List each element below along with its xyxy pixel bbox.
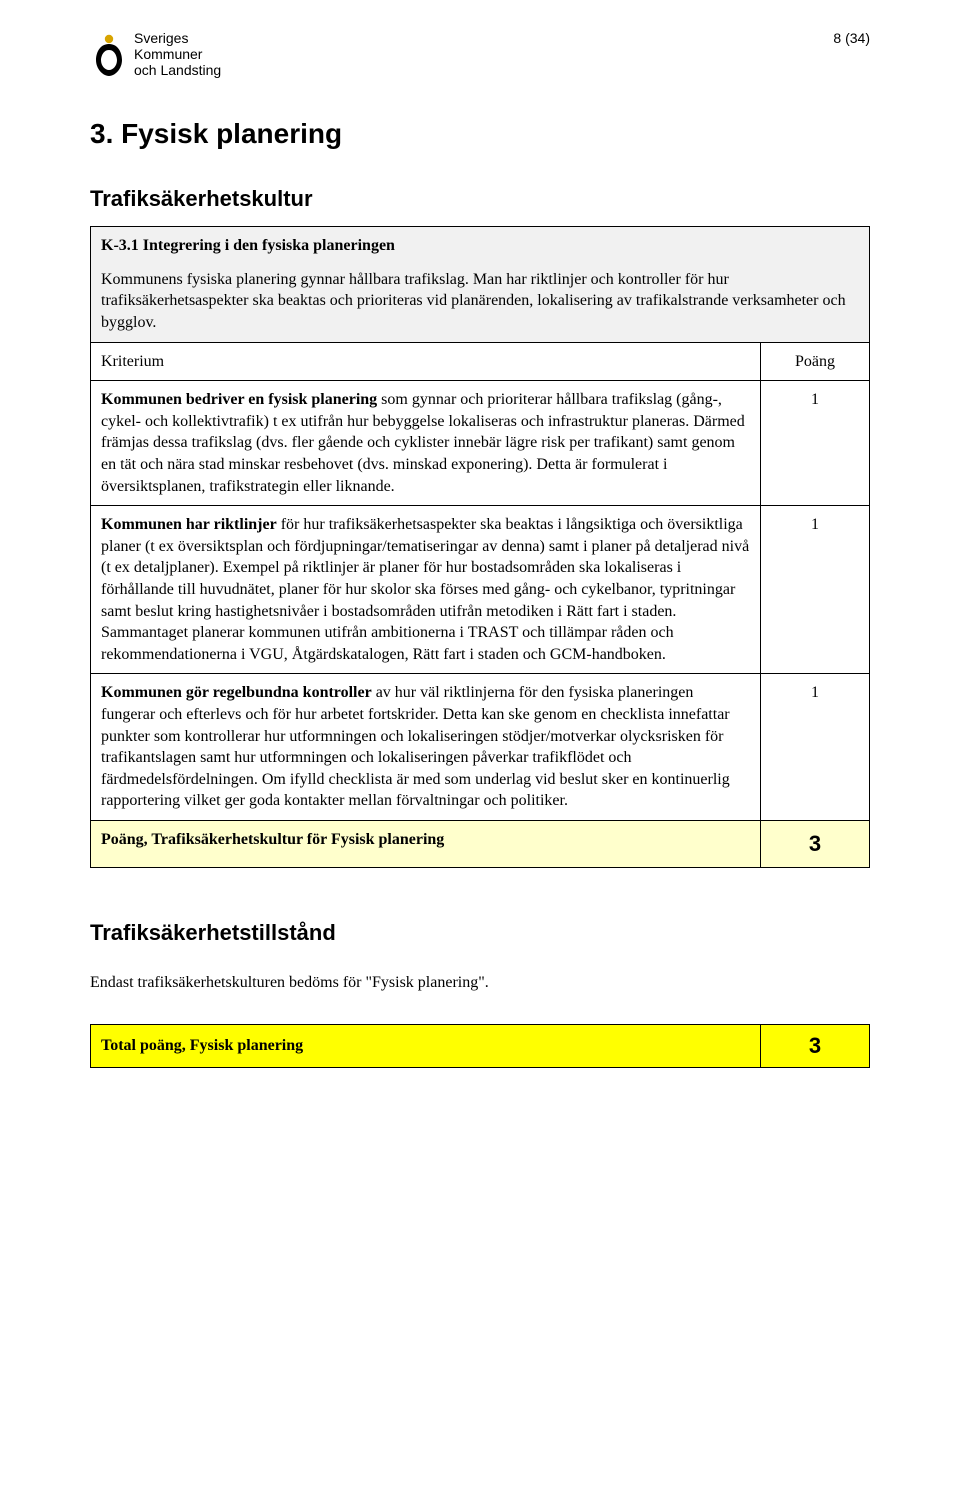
row-desc: Kommunen bedriver en fysisk planering so… — [91, 381, 761, 506]
row-desc: Kommunen har riktlinjer för hur trafiksä… — [91, 506, 761, 674]
page-number: 8 (34) — [833, 30, 870, 46]
row-desc: Kommunen gör regelbundna kontroller av h… — [91, 674, 761, 821]
tillstand-title: Trafiksäkerhetstillstånd — [90, 920, 870, 946]
row-pts: 1 — [760, 506, 869, 674]
intro-row: K-3.1 Integrering i den fysiska planerin… — [91, 227, 870, 342]
intro-heading: K-3.1 Integrering i den fysiska planerin… — [101, 235, 859, 257]
head-pts: Poäng — [760, 342, 869, 381]
skl-logo-icon — [90, 30, 128, 78]
criteria-table: K-3.1 Integrering i den fysiska planerin… — [90, 226, 870, 867]
intro-cell: K-3.1 Integrering i den fysiska planerin… — [91, 227, 870, 342]
table-row: Kommunen har riktlinjer för hur trafiksä… — [91, 506, 870, 674]
logo-text: Sveriges Kommuner och Landsting — [134, 30, 221, 78]
summary-row: Poäng, Trafiksäkerhetskultur för Fysisk … — [91, 820, 870, 867]
logo-line-2: Kommuner — [134, 46, 221, 62]
row-desc-strong: Kommunen bedriver en fysisk planering — [101, 391, 377, 408]
logo-line-3: och Landsting — [134, 62, 221, 78]
logo-line-1: Sveriges — [134, 30, 221, 46]
total-table: Total poäng, Fysisk planering 3 — [90, 1024, 870, 1068]
total-label: Total poäng, Fysisk planering — [91, 1024, 761, 1067]
table-row: Kommunen bedriver en fysisk planering so… — [91, 381, 870, 506]
section-title: 3. Fysisk planering — [90, 118, 870, 150]
page: Sveriges Kommuner och Landsting 8 (34) 3… — [0, 0, 960, 1487]
logo-block: Sveriges Kommuner och Landsting — [90, 30, 221, 78]
page-header: Sveriges Kommuner och Landsting 8 (34) — [90, 30, 870, 78]
row-pts: 1 — [760, 674, 869, 821]
summary-label: Poäng, Trafiksäkerhetskultur för Fysisk … — [91, 820, 761, 867]
row-desc-strong: Kommunen gör regelbundna kontroller — [101, 684, 372, 701]
table-row: Kommunen gör regelbundna kontroller av h… — [91, 674, 870, 821]
row-desc-rest: av hur väl riktlinjerna för den fysiska … — [101, 684, 730, 809]
table-head-row: Kriterium Poäng — [91, 342, 870, 381]
sub-title: Trafiksäkerhetskultur — [90, 186, 870, 212]
total-pts: 3 — [760, 1024, 869, 1067]
summary-pts: 3 — [760, 820, 869, 867]
intro-body: Kommunens fysiska planering gynnar hållb… — [101, 269, 859, 334]
head-desc: Kriterium — [91, 342, 761, 381]
total-row: Total poäng, Fysisk planering 3 — [91, 1024, 870, 1067]
row-desc-strong: Kommunen har riktlinjer — [101, 516, 277, 533]
tillstand-note: Endast trafiksäkerhetskulturen bedöms fö… — [90, 974, 870, 992]
row-desc-rest: för hur trafiksäkerhetsaspekter ska beak… — [101, 516, 749, 663]
row-pts: 1 — [760, 381, 869, 506]
